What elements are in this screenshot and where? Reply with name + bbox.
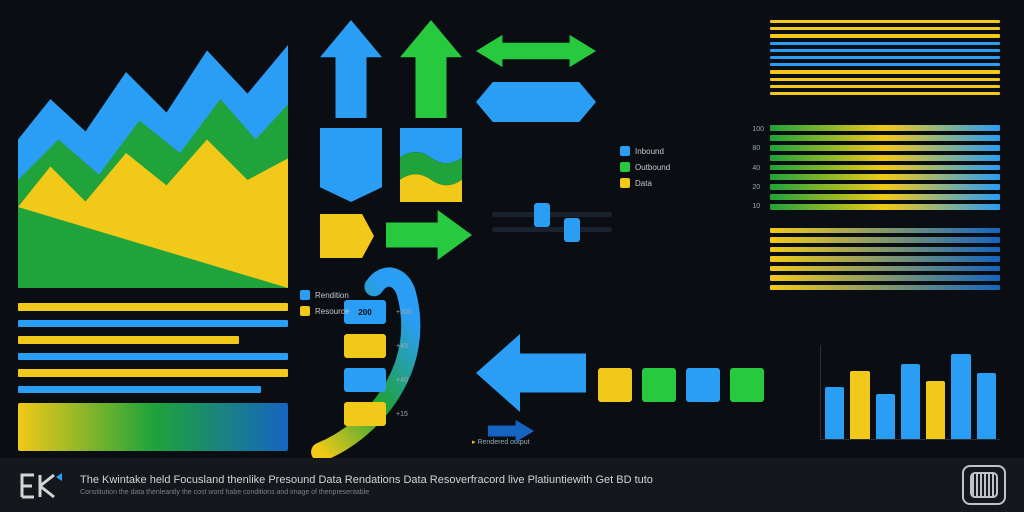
stripes-bottom-left [18, 303, 288, 398]
shape-wave_tag [400, 128, 462, 202]
shape-arrow_left_big [476, 334, 586, 412]
stripes-top-right [770, 20, 1000, 95]
stripes-mid-right-a [770, 125, 1000, 210]
legend-left: RenditionResource [300, 290, 349, 316]
slider-block [492, 212, 612, 232]
shape-tag_blue [320, 128, 382, 202]
footer: The Kwintake held Focusland thenlike Pre… [0, 458, 1024, 512]
shape-arrow_up_blue [320, 20, 382, 118]
shape-arrow_up_green [400, 20, 462, 118]
shape-pent_yellow [320, 214, 374, 258]
axis-ticks-right: 10080402010 [752, 126, 764, 210]
squares-row [598, 368, 764, 402]
stripes-mid-right-b [770, 228, 1000, 290]
shape-mini_arrow [488, 420, 534, 442]
footer-subtitle: Constitution the data thenleantly the co… [80, 488, 944, 497]
value-tags: 200+200+45+40+15 [344, 300, 412, 426]
logo-icon [18, 469, 62, 501]
legend-mid: InboundOutboundData [620, 146, 670, 188]
footer-title: The Kwintake held Focusland thenlike Pre… [80, 473, 944, 487]
badge-icon [962, 465, 1006, 505]
shape-hex_tag [476, 82, 596, 122]
infographic-canvas: 10080402010 ▸ Rendered output 200+200+45… [0, 0, 1024, 512]
shape-arrow_right [386, 210, 472, 260]
shape-arrow_bidi [476, 28, 596, 74]
area-chart [18, 18, 288, 288]
bar-chart [820, 345, 1000, 440]
gradient-box [18, 403, 288, 451]
